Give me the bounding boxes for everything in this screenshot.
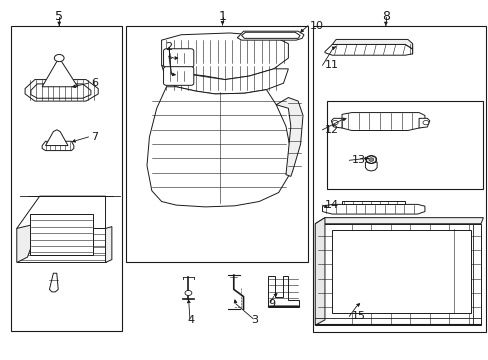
Text: 8: 8 [381,10,389,23]
Polygon shape [25,80,98,101]
Polygon shape [315,224,480,325]
Polygon shape [49,273,58,292]
Text: 6: 6 [91,78,98,88]
Text: 2: 2 [165,42,172,52]
Bar [11,26,122,330]
Polygon shape [267,276,299,307]
Text: 15: 15 [351,311,365,321]
Circle shape [422,121,428,125]
Text: 10: 10 [310,21,324,31]
Bar [312,26,485,332]
Polygon shape [17,228,105,262]
Polygon shape [341,113,424,131]
Polygon shape [322,204,424,214]
Circle shape [331,121,337,125]
Text: 1: 1 [218,10,226,23]
Text: 14: 14 [325,200,338,210]
Polygon shape [315,218,325,325]
Bar [327,101,483,189]
FancyBboxPatch shape [163,67,193,85]
Polygon shape [330,118,341,128]
Polygon shape [315,218,483,224]
Polygon shape [161,65,288,94]
Polygon shape [331,40,412,49]
Text: 12: 12 [325,125,338,135]
Text: 7: 7 [91,132,98,142]
Polygon shape [147,87,290,207]
Circle shape [368,158,373,161]
Text: 11: 11 [325,60,338,70]
Polygon shape [45,130,68,145]
Polygon shape [365,162,376,171]
Polygon shape [42,141,74,150]
Text: 13: 13 [351,155,365,165]
Bar [126,26,307,262]
Text: 3: 3 [250,315,257,325]
Text: 9: 9 [267,299,274,309]
Polygon shape [17,196,105,232]
Bar [30,214,93,255]
Polygon shape [42,59,78,87]
Circle shape [184,291,191,296]
Polygon shape [331,230,470,313]
Text: 5: 5 [55,10,63,23]
FancyBboxPatch shape [163,49,193,67]
Polygon shape [325,44,412,55]
Circle shape [365,156,376,163]
Polygon shape [161,33,288,80]
Polygon shape [341,201,405,204]
Text: 4: 4 [187,315,194,325]
Polygon shape [105,226,112,262]
Polygon shape [17,223,40,262]
Polygon shape [237,31,304,40]
Circle shape [54,54,64,62]
Polygon shape [418,118,429,128]
Polygon shape [276,98,303,176]
